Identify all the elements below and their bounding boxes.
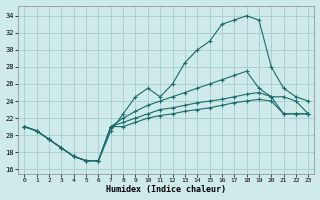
X-axis label: Humidex (Indice chaleur): Humidex (Indice chaleur) bbox=[106, 185, 226, 194]
